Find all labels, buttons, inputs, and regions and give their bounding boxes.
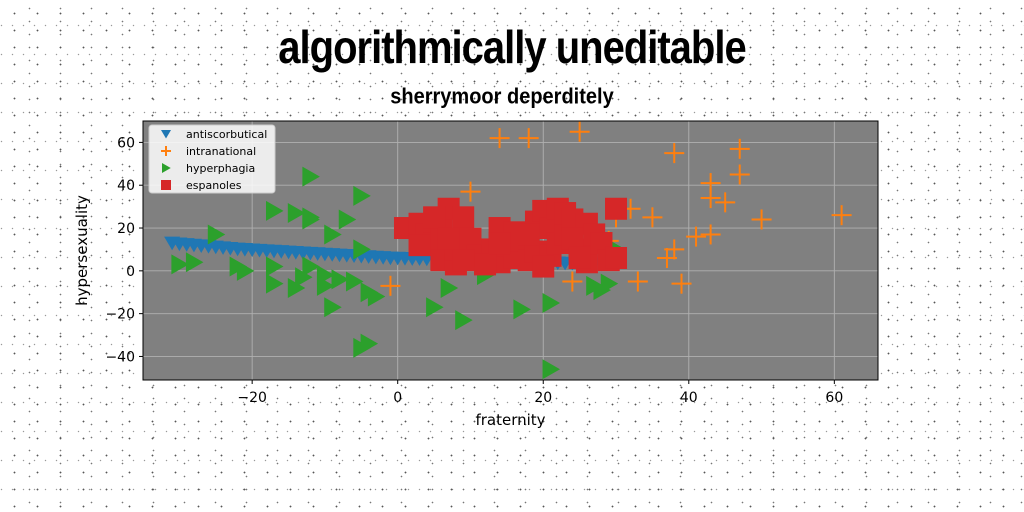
- data-point: [517, 223, 540, 246]
- data-point: [700, 224, 721, 245]
- data-point: [316, 275, 335, 296]
- data-point: [437, 227, 460, 250]
- data-point: [488, 232, 511, 255]
- chart-subtitle: sherrymoor deperditely: [390, 84, 614, 110]
- data-point: [287, 277, 306, 298]
- data-point: [518, 128, 539, 149]
- data-point: [489, 128, 510, 149]
- data-point: [600, 273, 619, 294]
- series-espanoles: [393, 197, 628, 278]
- data-point: [460, 181, 481, 202]
- data-point: [295, 267, 313, 288]
- data-point: [605, 197, 628, 220]
- data-point: [561, 227, 584, 250]
- data-point: [729, 138, 750, 159]
- data-point: [265, 200, 284, 221]
- legend-label: intranational: [186, 145, 256, 158]
- legend: antiscorbutical intranational hyperphagia e…: [148, 124, 276, 194]
- data-point: [171, 254, 189, 275]
- y-tick-label: 0: [126, 264, 135, 280]
- y-tick-label: −40: [105, 349, 135, 365]
- data-point: [324, 297, 342, 318]
- data-point: [568, 246, 591, 269]
- data-point: [532, 255, 555, 278]
- legend-label: espanoles: [186, 179, 242, 192]
- data-point: [664, 143, 685, 164]
- x-tick-label: 40: [680, 390, 698, 406]
- data-point: [302, 256, 320, 277]
- data-point: [455, 310, 473, 331]
- x-tick-label: 0: [393, 390, 402, 406]
- y-tick-label: 20: [117, 221, 135, 237]
- data-point: [265, 256, 284, 277]
- data-point: [715, 192, 736, 213]
- legend-marker-square: [161, 180, 171, 190]
- legend-label: hyperphagia: [186, 162, 255, 175]
- data-point: [353, 239, 371, 260]
- data-point: [569, 121, 590, 142]
- data-point: [426, 297, 444, 318]
- data-point: [353, 185, 371, 206]
- data-point: [513, 299, 531, 320]
- data-point: [423, 206, 446, 229]
- data-point: [686, 226, 707, 247]
- data-point: [229, 256, 248, 277]
- x-axis-label: fraternity: [475, 411, 545, 429]
- data-point: [656, 247, 677, 268]
- data-point: [302, 209, 320, 230]
- legend-label: antiscorbutical: [186, 128, 267, 141]
- data-point: [605, 246, 628, 269]
- data-point: [346, 271, 364, 292]
- data-point: [642, 207, 663, 228]
- data-point: [360, 333, 379, 354]
- legend-box: [148, 124, 276, 194]
- data-point: [287, 203, 306, 224]
- data-point: [302, 166, 320, 187]
- series-intranational: [380, 121, 852, 296]
- data-point: [700, 188, 721, 209]
- data-point: [751, 209, 772, 230]
- data-point: [474, 253, 497, 276]
- data-point: [338, 209, 357, 230]
- y-axis-label: hypersexuality: [73, 195, 91, 306]
- data-point: [459, 227, 482, 250]
- series-hyperphagia: [171, 166, 626, 380]
- series-layer: [164, 121, 852, 380]
- legend-item: hyperphagia: [162, 162, 255, 175]
- legend-marker-plus: [161, 146, 171, 156]
- chart-title: algorithmically uneditable: [278, 22, 746, 74]
- data-point: [265, 273, 284, 294]
- data-point: [367, 286, 386, 307]
- data-point: [207, 224, 226, 245]
- data-point: [542, 359, 561, 380]
- data-point: [671, 273, 692, 294]
- legend-item: intranational: [161, 145, 256, 158]
- legend-item: espanoles: [161, 179, 242, 192]
- data-point: [562, 271, 583, 292]
- data-point: [324, 224, 342, 245]
- data-point: [452, 249, 475, 272]
- y-tick-label: −20: [105, 307, 135, 323]
- y-tick-label: 60: [117, 135, 135, 151]
- legend-item: antiscorbutical: [161, 128, 267, 141]
- x-tick-label: 20: [534, 390, 552, 406]
- data-point: [440, 277, 459, 298]
- data-point: [380, 275, 401, 296]
- data-point: [185, 252, 204, 273]
- legend-marker-triangle-down: [161, 130, 171, 139]
- data-point: [627, 271, 648, 292]
- y-tick-label: 40: [117, 178, 135, 194]
- legend-marker-triangle-right: [162, 163, 171, 173]
- x-tick-label: 60: [825, 390, 843, 406]
- axis-ticks: −20 0 20 40 60 −40 −20 0 20 40 60: [105, 135, 843, 406]
- data-point: [408, 234, 431, 257]
- data-point: [729, 164, 750, 185]
- data-point: [831, 205, 852, 226]
- plot-frame: [142, 120, 879, 381]
- data-point: [452, 206, 475, 229]
- x-tick-label: −20: [237, 390, 267, 406]
- data-point: [542, 292, 561, 313]
- data-point: [331, 269, 349, 290]
